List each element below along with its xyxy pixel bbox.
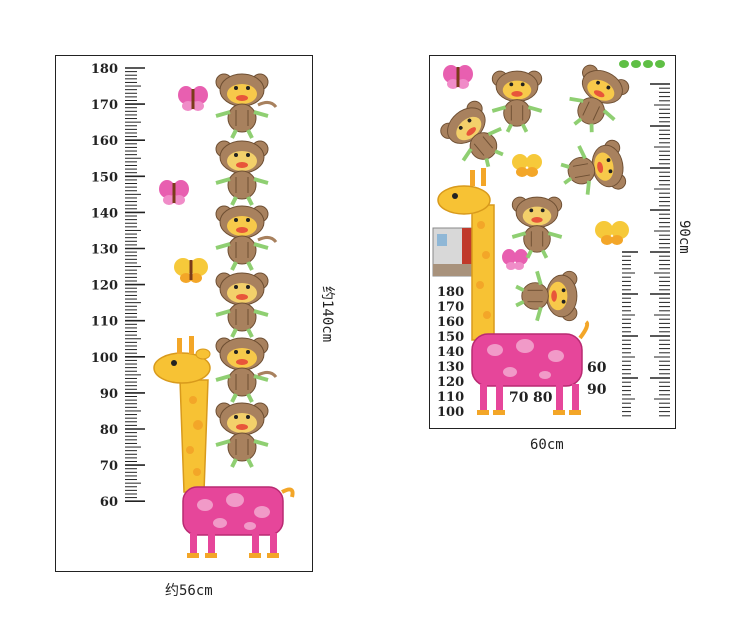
pink-butterfly	[443, 65, 473, 89]
ruler-label-150: 150	[91, 170, 118, 185]
monkey-figure	[560, 139, 627, 195]
right-height-dimension: 90cm	[676, 220, 692, 254]
yellow-butterfly	[174, 258, 208, 283]
ruler-label-60: 60	[100, 495, 118, 510]
ruler-label-170: 170	[91, 98, 118, 113]
giraffe-figure	[437, 168, 590, 415]
monkey-figure	[491, 70, 543, 133]
scattered-monkeys	[440, 64, 630, 322]
height-label-130: 130	[437, 360, 464, 375]
ruler-label-130: 130	[91, 243, 118, 258]
height-label-100: 100	[437, 405, 464, 420]
ruler-label-180: 180	[91, 62, 118, 77]
left-ruler: 180 170 160 150 140 130 120 110 100 90 80 70 60	[91, 62, 145, 510]
ruler-label-70: 70	[100, 459, 118, 474]
height-label-160: 160	[437, 315, 464, 330]
height-label-150: 150	[437, 330, 464, 345]
monkey-figure	[215, 205, 269, 271]
height-label-60: 60	[587, 360, 607, 376]
ruler-label-80: 80	[100, 423, 118, 438]
monkey-figure	[569, 64, 630, 133]
monkey-figure	[215, 73, 269, 139]
height-label-170: 170	[437, 300, 464, 315]
left-width-dimension: 约56cm	[165, 583, 213, 599]
height-label-140: 140	[437, 345, 464, 360]
pink-butterfly	[159, 180, 189, 205]
monkey-figure	[440, 100, 504, 168]
giraffe-figure	[153, 336, 295, 558]
ruler-label-120: 120	[91, 279, 118, 294]
right-ruler	[650, 83, 670, 417]
height-label-90: 90	[587, 382, 607, 398]
monkey-figure	[215, 272, 269, 338]
room-photo-inset	[432, 227, 474, 277]
ruler-label-110: 110	[91, 315, 118, 330]
ruler-label-90: 90	[100, 387, 118, 402]
pink-butterfly	[178, 86, 208, 111]
monkey-figure	[515, 270, 578, 322]
right-width-dimension: 60cm	[530, 437, 564, 453]
height-label-120: 120	[437, 375, 464, 390]
yellow-butterfly	[595, 221, 629, 245]
monkey-figure	[511, 196, 563, 259]
height-label-180: 180	[437, 285, 464, 300]
monkey-figure	[215, 140, 269, 206]
leaf-decoration	[619, 60, 665, 68]
ruler-label-160: 160	[91, 134, 118, 149]
ruler-label-100: 100	[91, 351, 118, 366]
pink-butterfly	[502, 249, 528, 270]
monkey-figure	[215, 402, 269, 468]
monkey-figure	[215, 337, 269, 403]
height-label-80: 80	[533, 390, 553, 406]
right-ruler-lower	[622, 251, 638, 417]
height-label-70: 70	[509, 390, 529, 406]
left-height-dimension: 约140cm	[319, 286, 335, 343]
yellow-butterfly	[512, 154, 542, 177]
monkey-stack	[215, 73, 278, 468]
ruler-label-140: 140	[91, 206, 118, 221]
height-label-110: 110	[437, 390, 464, 405]
